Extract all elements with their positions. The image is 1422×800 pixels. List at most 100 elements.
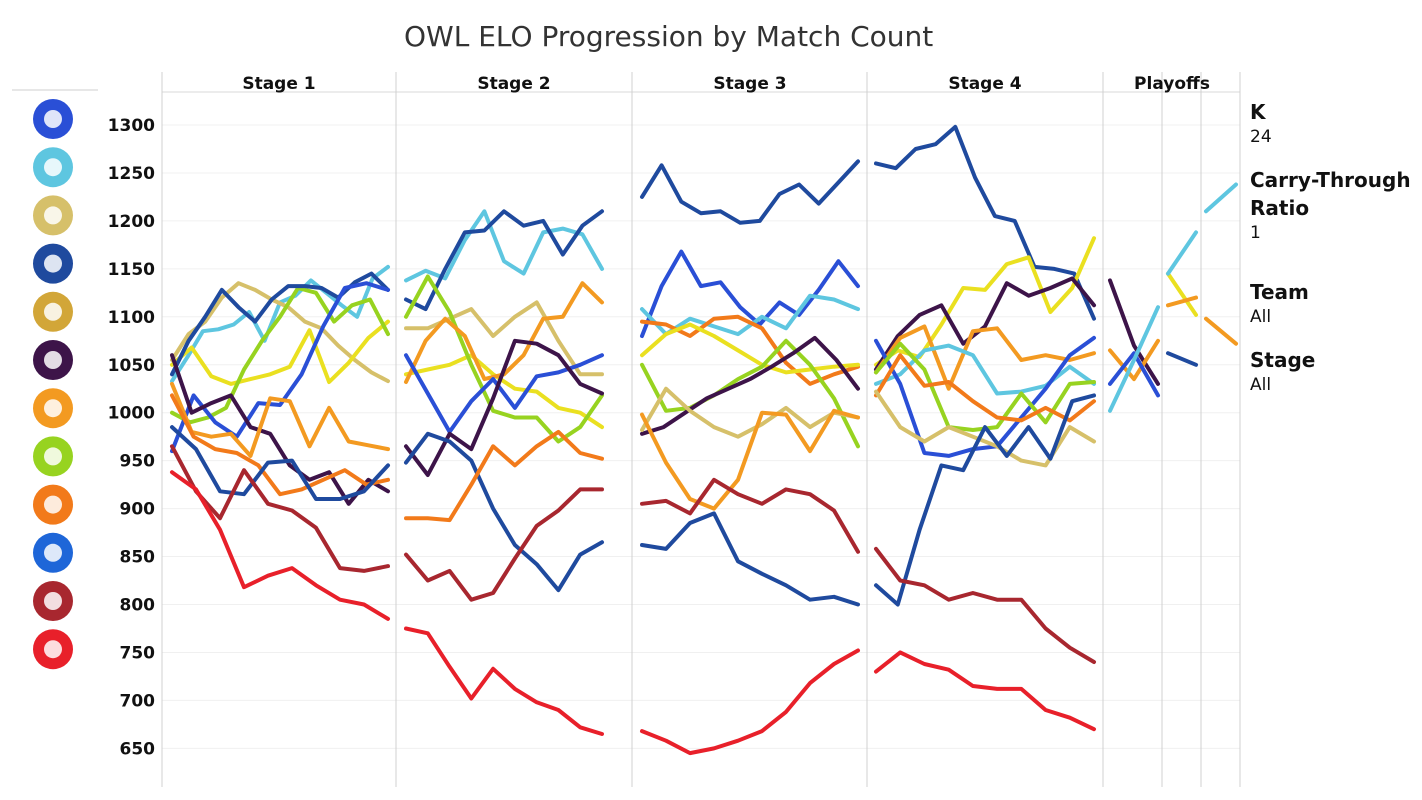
team-logo-inner — [44, 592, 62, 610]
grid — [161, 72, 1241, 787]
series-line — [874, 353, 1096, 423]
series-line — [1166, 295, 1198, 308]
y-tick-label: 900 — [120, 500, 156, 520]
team-logo-inner — [44, 640, 62, 659]
stage-header: Stage 2 — [477, 74, 550, 94]
y-tick-label: 1300 — [108, 116, 155, 136]
series-line — [170, 393, 390, 497]
series-line — [874, 389, 1096, 468]
series-line — [640, 477, 860, 554]
team-logo — [33, 388, 73, 429]
stage-header: Stage 1 — [242, 74, 315, 94]
control-label: Team — [1250, 280, 1309, 304]
y-tick-label: 1050 — [108, 356, 155, 376]
team-logo — [33, 629, 73, 670]
y-tick-label: 800 — [120, 596, 156, 616]
series-line — [640, 648, 860, 756]
series-line — [1204, 316, 1238, 346]
series-line — [874, 276, 1096, 372]
team-logo — [33, 484, 73, 525]
y-tick-label: 750 — [120, 643, 156, 663]
series-line — [170, 444, 390, 573]
series-line — [1108, 305, 1160, 413]
series-line — [874, 324, 1096, 391]
series-line — [404, 300, 604, 377]
series-line — [404, 487, 604, 602]
team-logo-inner — [44, 495, 62, 514]
control-value: All — [1250, 307, 1272, 327]
series-line — [640, 322, 860, 375]
series-line — [170, 470, 390, 621]
team-logo — [33, 581, 73, 621]
team-logo-inner — [44, 206, 62, 225]
team-logo — [33, 243, 73, 284]
team-logo-inner — [44, 351, 62, 369]
control-k[interactable]: K 24 — [1250, 98, 1272, 148]
series-line — [874, 650, 1096, 732]
series-line — [640, 408, 860, 511]
control-value: 24 — [1250, 127, 1272, 147]
team-logo-inner — [44, 110, 62, 128]
series-line — [1108, 278, 1160, 386]
team-logo-column — [12, 89, 98, 670]
y-axis: 650 700 750 800 850 900 950 1000 1050 1100 1150 120… — [108, 116, 155, 759]
series-line — [1108, 338, 1160, 382]
series-line — [874, 546, 1096, 664]
team-logo — [33, 291, 73, 332]
series-line — [874, 236, 1096, 367]
series-line — [640, 386, 860, 439]
stage-headers: Stage 1 Stage 2 Stage 3 Stage 4 Playoffs — [242, 74, 1210, 94]
stage-header: Stage 3 — [713, 74, 786, 94]
series-line — [640, 249, 860, 338]
series-line — [170, 286, 390, 425]
team-logo — [33, 436, 73, 477]
series-line — [404, 209, 604, 283]
control-value: 1 — [1250, 223, 1261, 243]
control-stage[interactable]: Stage All — [1250, 346, 1315, 396]
series-lines — [170, 124, 1238, 756]
y-tick-label: 700 — [120, 691, 156, 711]
stage-header: Playoffs — [1134, 74, 1210, 94]
series-line — [170, 381, 390, 458]
series-line — [874, 124, 1096, 321]
control-label: K — [1250, 100, 1266, 124]
series-line — [1166, 351, 1198, 367]
y-tick-label: 950 — [120, 452, 156, 472]
team-logo-inner — [44, 447, 62, 466]
team-logo-inner — [44, 254, 62, 273]
y-tick-label: 650 — [120, 739, 156, 759]
series-line — [170, 281, 390, 454]
team-logo — [33, 340, 73, 380]
y-tick-label: 1000 — [108, 404, 155, 424]
series-line — [404, 274, 604, 444]
series-line — [640, 293, 860, 337]
chart-title: OWL ELO Progression by Match Count — [404, 20, 934, 53]
control-team[interactable]: Team All — [1250, 278, 1309, 328]
series-line — [404, 429, 604, 523]
series-line — [874, 335, 1096, 458]
team-logo-inner — [44, 158, 62, 177]
stage-header: Stage 4 — [948, 74, 1021, 94]
series-line — [640, 335, 860, 436]
series-line — [640, 159, 860, 225]
series-line — [404, 431, 604, 593]
control-carry-through[interactable]: Carry-Through Ratio 1 — [1250, 166, 1420, 244]
series-line — [1166, 271, 1198, 317]
team-logo — [33, 99, 73, 139]
series-line — [1108, 351, 1160, 398]
control-label: Stage — [1250, 348, 1316, 372]
series-line — [170, 353, 390, 506]
series-line — [1204, 182, 1238, 214]
series-line — [170, 425, 390, 501]
y-tick-label: 1150 — [108, 260, 155, 280]
team-logo-inner — [44, 543, 62, 562]
series-line — [874, 343, 1096, 396]
series-line — [1166, 230, 1198, 276]
team-logo-inner — [44, 302, 62, 321]
series-line — [874, 393, 1096, 607]
y-tick-label: 1200 — [108, 212, 155, 232]
series-line — [640, 338, 860, 449]
y-tick-label: 850 — [120, 548, 156, 568]
team-logo — [33, 532, 73, 573]
